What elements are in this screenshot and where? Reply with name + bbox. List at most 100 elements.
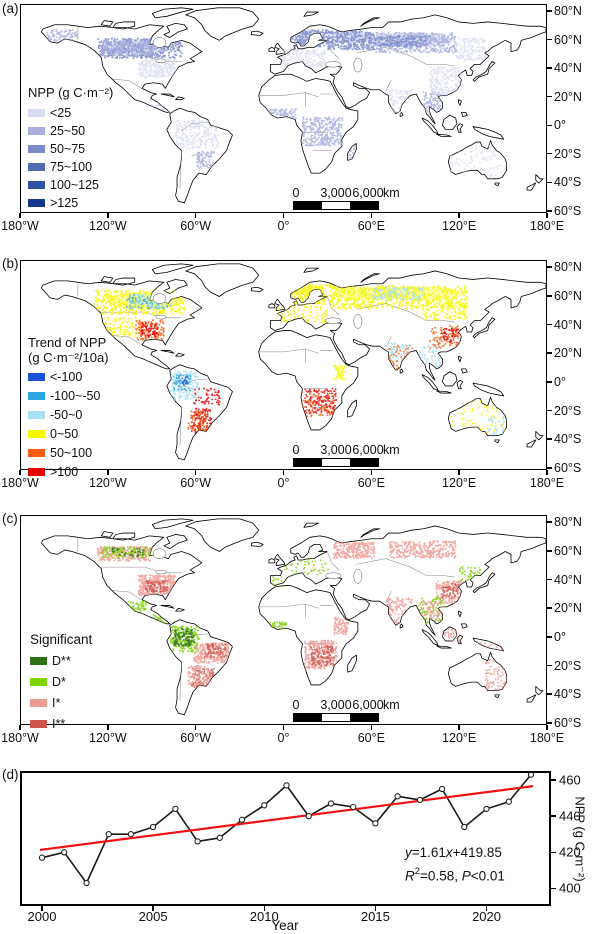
legend-c-item: D* <box>30 672 92 693</box>
year-tick-label: 2005 <box>138 909 168 924</box>
data-point-2021 <box>505 798 512 805</box>
lat-tick <box>547 153 552 155</box>
speckle-class-3 <box>330 285 468 310</box>
speckle-class-2 <box>487 416 507 437</box>
legend-a: NPP (g C·m⁻²) <25 25~50 50~75 75~100 100~125… <box>28 85 113 212</box>
legend-item-label: 0~50 <box>50 427 79 442</box>
panel-b-label: (b) <box>2 256 19 271</box>
speckle-class-0 <box>181 376 189 386</box>
lat-tick <box>547 10 552 12</box>
lat-tick <box>547 722 552 724</box>
eq-var-p: P <box>461 868 471 884</box>
speckle-class-5 <box>193 387 221 406</box>
lat-tick <box>547 607 552 609</box>
speckle-class-0 <box>137 58 178 79</box>
npp-tick <box>551 887 556 890</box>
speckle-class-2 <box>333 541 376 559</box>
lat-tick <box>547 323 552 326</box>
speckle-class-4 <box>429 325 463 350</box>
lat-tick <box>547 38 552 41</box>
lat-tick-label: 40°S <box>554 175 582 190</box>
lat-tick <box>547 467 552 469</box>
lat-tick-label: 60°N <box>554 32 582 47</box>
scalebar-a-bar <box>293 201 379 210</box>
legend-a-item: >125 <box>28 194 113 212</box>
speckle-class-3 <box>102 316 139 338</box>
legend-swatch <box>30 657 47 666</box>
inland-sea <box>153 294 166 304</box>
lon-tick <box>194 725 197 730</box>
lat-tick <box>547 96 552 98</box>
speckle-class-4 <box>135 319 165 341</box>
speckle-class-2 <box>374 34 431 48</box>
scalebar-label-0: 0 <box>292 698 300 712</box>
lon-tick-label: 180°E <box>529 219 565 233</box>
scalebar-label-0: 0 <box>292 186 300 200</box>
speckle-class-1 <box>266 621 288 631</box>
eq-body2: +419.85 <box>452 845 502 860</box>
lat-tick <box>547 693 552 695</box>
inland-sea <box>354 569 362 583</box>
legend-item-label: I* <box>52 695 61 710</box>
npp-tick-label: 440 <box>559 808 581 824</box>
lat-tick-label: 60°S <box>554 203 582 218</box>
speckle-class-1 <box>101 545 154 559</box>
legend-swatch <box>28 145 45 153</box>
speckle-class-2 <box>333 616 350 636</box>
legend-b-item: -100~-50 <box>28 387 109 406</box>
lat-tick <box>547 381 552 383</box>
lat-tick-label: 0° <box>554 629 566 644</box>
lon-tick <box>370 213 373 218</box>
lon-tick-label: 60°W <box>180 731 212 745</box>
legend-a-item: 100~125 <box>28 176 113 194</box>
lat-tick <box>547 409 552 412</box>
speckle-class-2 <box>371 286 424 302</box>
lon-tick <box>194 213 197 218</box>
speckle-class-3 <box>203 642 227 659</box>
eq-body1: =1.61 <box>411 845 446 860</box>
legend-c-item: I* <box>30 693 92 714</box>
scalebar-label-0: 0 <box>292 443 300 457</box>
lat-tick <box>547 67 552 69</box>
inland-sea <box>156 570 166 574</box>
lon-tick-label: 0° <box>277 731 290 745</box>
lon-tick <box>546 213 548 218</box>
lon-tick <box>19 725 21 730</box>
lon-tick <box>107 470 109 475</box>
npp-tick-label: 400 <box>559 880 581 896</box>
lon-tick <box>458 470 460 475</box>
lat-tick-label: 20°S <box>554 658 582 673</box>
inland-sea <box>325 318 341 324</box>
lon-tick-label: 120°E <box>442 476 477 490</box>
legend-c-title: Significant <box>30 632 93 647</box>
lon-tick <box>19 213 21 218</box>
legend-swatch <box>28 373 45 382</box>
legend-swatch <box>28 467 45 476</box>
lat-tick <box>547 550 552 552</box>
panel-d-label: (d) <box>2 767 19 782</box>
legend-item-label: 50~75 <box>50 142 86 156</box>
legend-swatch <box>28 411 45 420</box>
lon-tick <box>194 470 197 475</box>
lon-tick-label: 180°W <box>1 476 39 490</box>
lat-tick <box>547 521 552 523</box>
lat-tick-label: 40°N <box>554 61 582 76</box>
data-point-2008 <box>216 834 223 841</box>
legend-item-label: 25~50 <box>50 124 86 138</box>
world-map-c <box>21 516 546 724</box>
data-point-2011 <box>283 782 290 789</box>
legend-a-item: 50~75 <box>28 140 113 158</box>
speckle-class-2 <box>385 342 413 361</box>
speckle-class-3 <box>441 583 460 599</box>
data-speckle-layer-a <box>46 29 508 178</box>
speckle-class-4 <box>386 344 414 372</box>
scalebar-label-6000: 6,000 <box>352 443 384 457</box>
lon-tick <box>282 470 285 475</box>
trend-line <box>39 785 534 852</box>
speckle-class-3 <box>310 645 335 667</box>
lon-tick <box>19 470 21 475</box>
speckle-class-3 <box>422 302 468 321</box>
speckle-class-1 <box>172 374 192 392</box>
lon-tick <box>282 213 285 218</box>
